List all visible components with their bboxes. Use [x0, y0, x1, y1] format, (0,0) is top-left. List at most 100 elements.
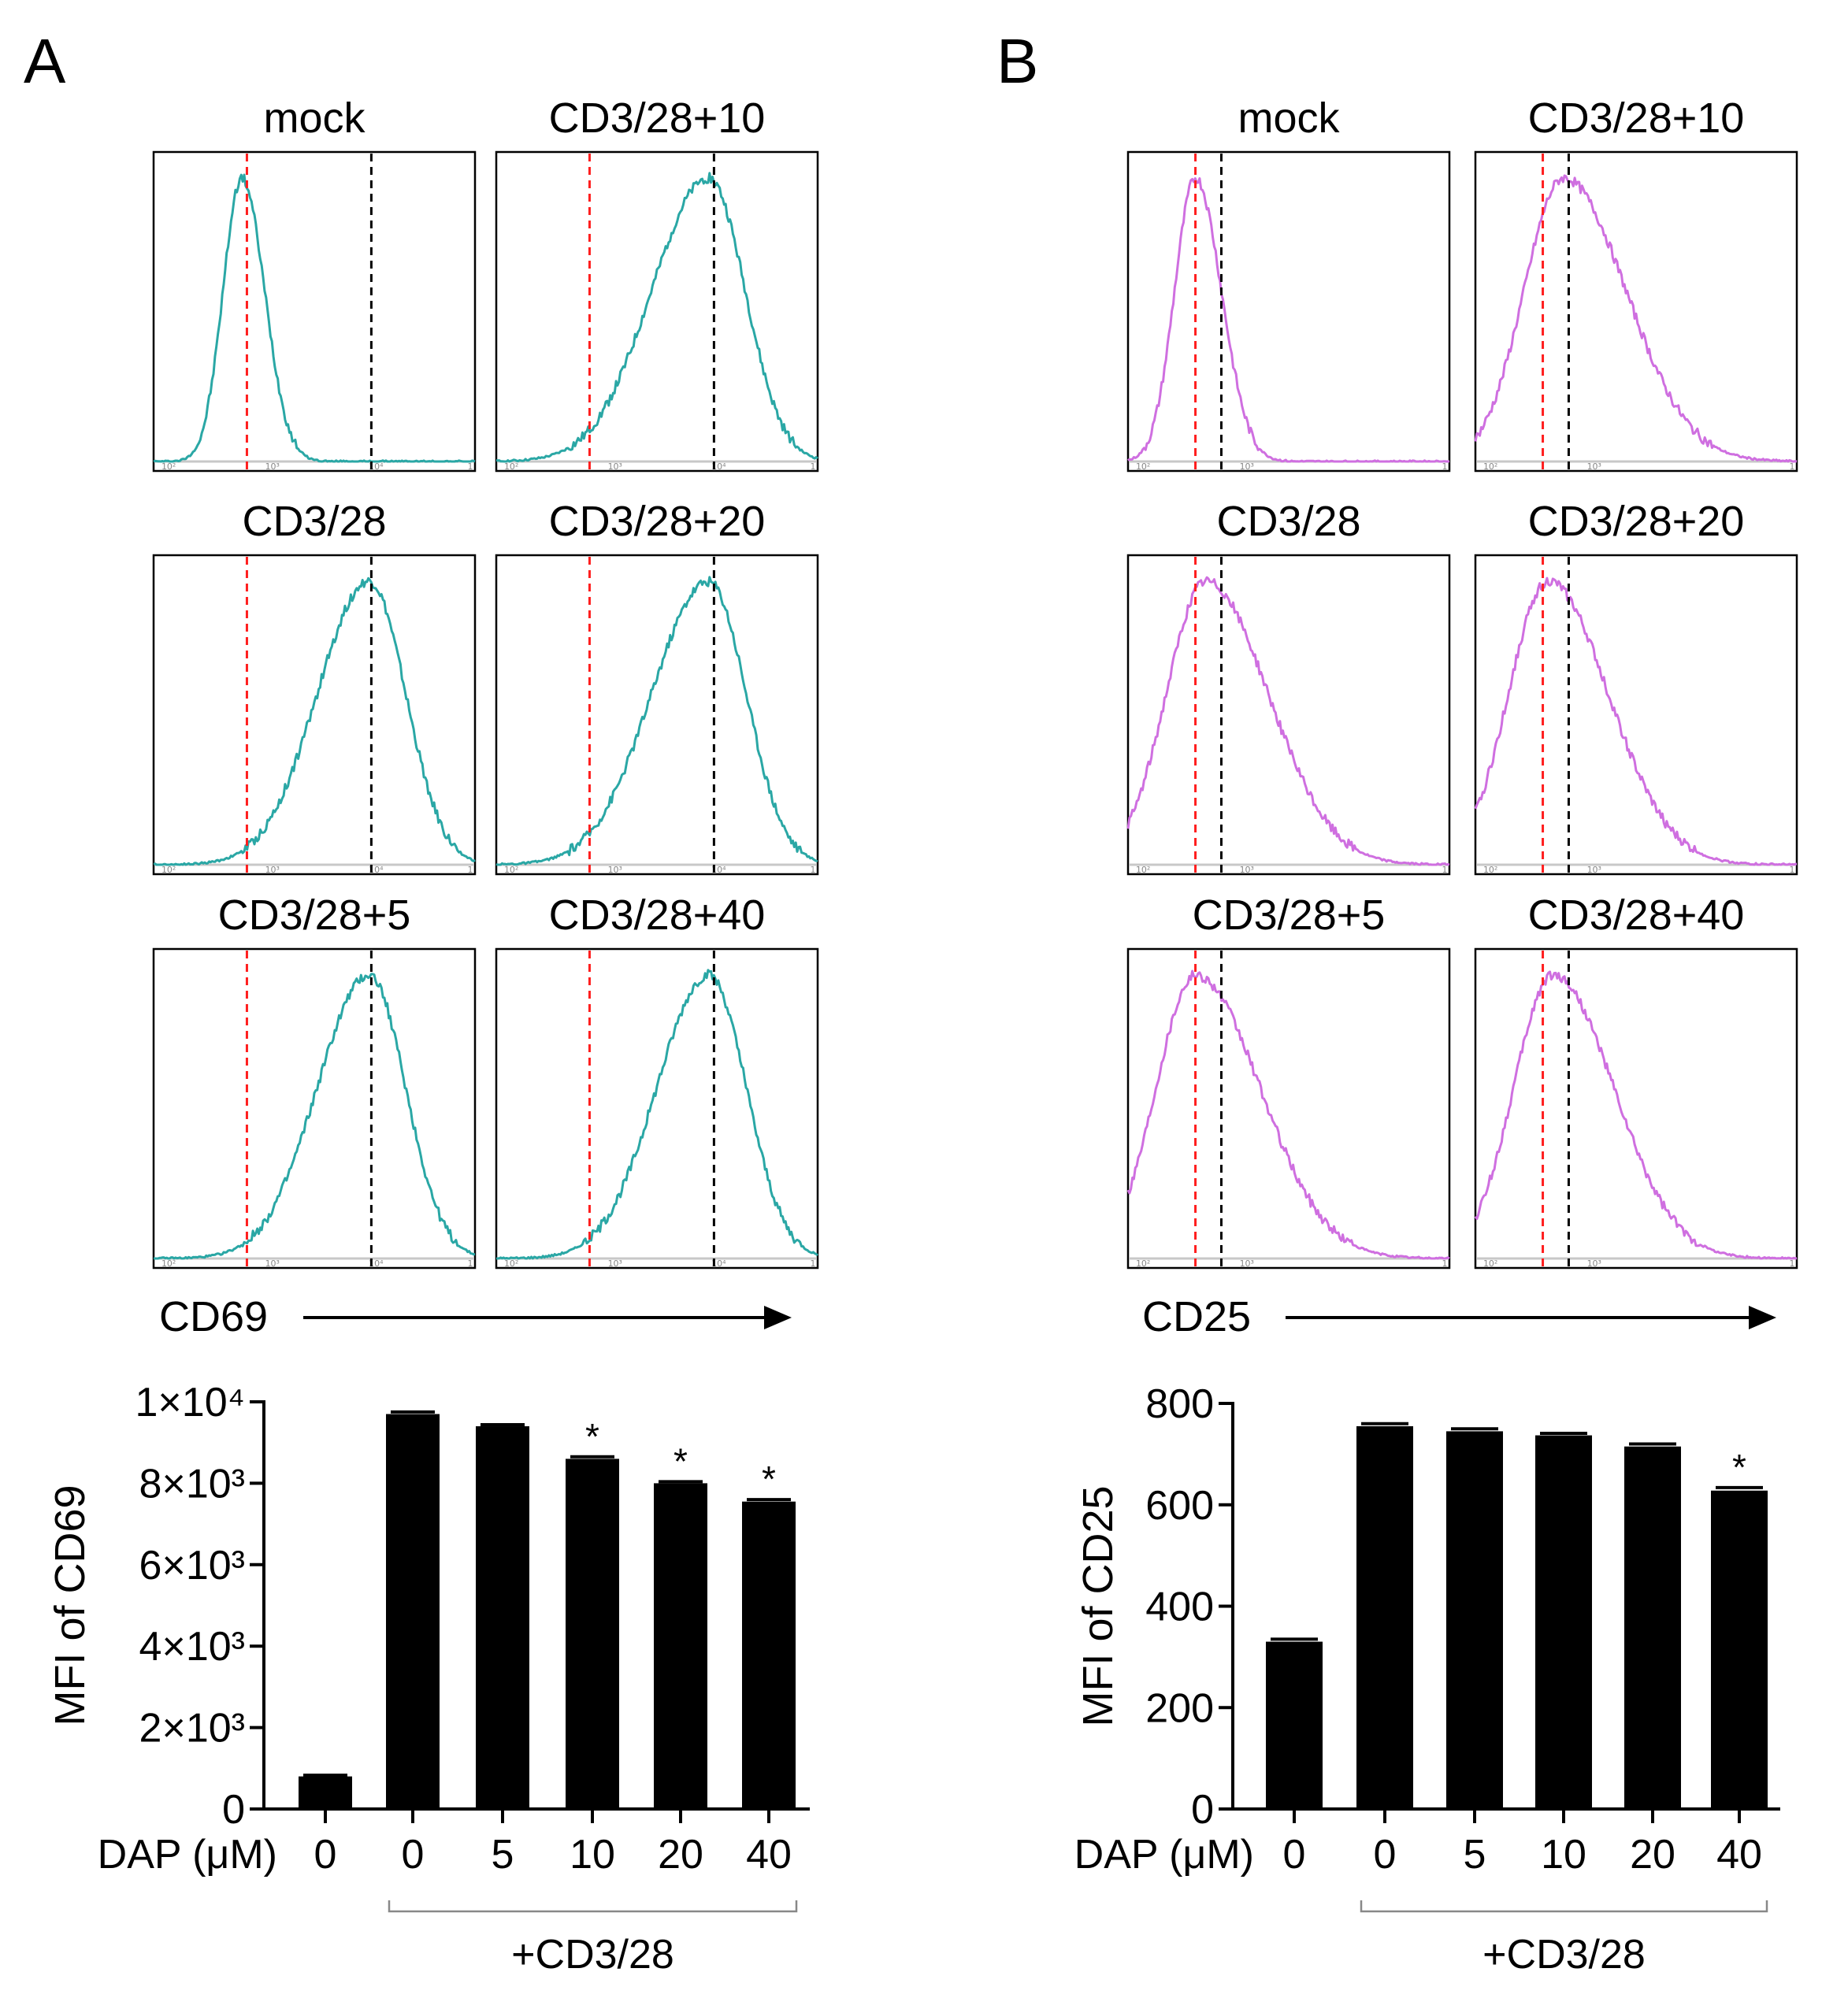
histogram-frame: [495, 947, 819, 1270]
x-tick-label: 10: [1541, 1832, 1586, 1878]
x-axis-label: DAP (μM): [1074, 1832, 1254, 1878]
x-tick-label: 20: [1630, 1832, 1675, 1878]
y-tick-label: 600: [1145, 1483, 1214, 1529]
histogram-frame: [495, 150, 819, 473]
y-tick-label: 0: [222, 1787, 245, 1833]
bar: [1356, 1425, 1413, 1809]
histogram-curve: [495, 576, 818, 866]
histogram-title: CD3/28: [242, 498, 386, 545]
histogram-tick-label: 10²: [504, 865, 518, 875]
bar: [299, 1776, 352, 1809]
histogram-tick-label: 1: [1442, 462, 1448, 472]
x-tick-label: 20: [658, 1832, 703, 1878]
y-tick-label: 6×10³: [139, 1543, 245, 1588]
histogram-tick-label: 10³: [608, 865, 622, 875]
x-tick-label: 0: [314, 1832, 337, 1878]
histogram-title: CD3/28+5: [218, 892, 411, 939]
histogram-curve: [1474, 174, 1798, 463]
significance-star: *: [762, 1459, 776, 1499]
histogram-curve: [1474, 970, 1798, 1260]
x-tick-label: 0: [1283, 1832, 1306, 1878]
histogram-tick-label: 10⁴: [369, 462, 384, 472]
histogram-frame: [1474, 947, 1798, 1270]
histogram-tick-label: 10²: [1483, 462, 1497, 472]
histogram-tick-label: 1: [468, 462, 473, 472]
bar: [1266, 1641, 1323, 1809]
bar: [1624, 1446, 1681, 1809]
group-label: +CD3/28: [511, 1932, 674, 1978]
histogram-tick-label: 10²: [1136, 1258, 1150, 1269]
histogram-curve: [153, 973, 476, 1260]
significance-star: *: [1732, 1447, 1746, 1488]
histogram-tick-label: 1: [468, 1258, 473, 1269]
histogram-frame: [1474, 554, 1798, 876]
bar: [1446, 1431, 1503, 1809]
bar: [1711, 1490, 1768, 1809]
y-tick-label: 800: [1145, 1381, 1214, 1427]
histogram-tick-label: 10²: [161, 1258, 176, 1269]
histogram-curve: [495, 172, 818, 463]
histogram-tick-label: 10³: [608, 462, 622, 472]
histogram-tick-label: 10³: [608, 1258, 622, 1269]
x-tick-label: 10: [570, 1832, 615, 1878]
group-label: +CD3/28: [1482, 1932, 1646, 1978]
histogram-title: CD3/28+40: [1528, 892, 1745, 939]
histogram-tick-label: 10³: [1240, 462, 1254, 472]
histogram-title: CD3/28+10: [1528, 95, 1745, 142]
histogram-frame: [152, 554, 477, 876]
y-tick-label: 8×10³: [139, 1461, 245, 1507]
histogram-tick-label: 10²: [1136, 865, 1150, 875]
y-tick-label: 1×10⁴: [135, 1380, 245, 1425]
histogram-tick-label: 10²: [161, 462, 176, 472]
histogram-curve: [1474, 576, 1798, 866]
panel-b-label: B: [996, 26, 1038, 96]
histogram-tick-label: 10³: [1587, 462, 1601, 472]
histogram-tick-label: 1: [811, 1258, 816, 1269]
histogram-tick-label: 10²: [1483, 1258, 1497, 1269]
histogram-tick-label: 1: [811, 462, 816, 472]
cd69-arrow-head: [764, 1306, 792, 1329]
histogram-tick-label: 1: [1790, 865, 1795, 875]
histogram-tick-label: 1: [811, 865, 816, 875]
histogram-curve: [153, 576, 476, 866]
cd25-axis-label: CD25: [1142, 1293, 1251, 1340]
histogram-title: mock: [1238, 95, 1340, 142]
histogram-tick-label: 10³: [1587, 865, 1601, 875]
histogram-tick-label: 10³: [265, 1258, 280, 1269]
histogram-frame: [152, 150, 477, 473]
cd25-arrow-head: [1749, 1306, 1776, 1329]
x-tick-label: 40: [1716, 1832, 1762, 1878]
histogram-curve: [1127, 177, 1450, 463]
bar: [1535, 1435, 1592, 1809]
histogram-tick-label: 1: [468, 865, 473, 875]
histogram-tick-label: 10²: [504, 462, 518, 472]
x-tick-label: 0: [1374, 1832, 1397, 1878]
histogram-tick-label: 10³: [265, 462, 280, 472]
y-tick-label: 2×10³: [139, 1706, 245, 1751]
histogram-title: CD3/28: [1216, 498, 1360, 545]
histogram-title: CD3/28+40: [549, 892, 766, 939]
bar: [742, 1501, 796, 1809]
cd69-axis-label: CD69: [159, 1293, 268, 1340]
histogram-tick-label: 1: [1790, 462, 1795, 472]
histogram-tick-label: 10⁴: [711, 1258, 726, 1269]
histogram-tick-label: 10²: [1483, 865, 1497, 875]
histogram-title: CD3/28+20: [549, 498, 766, 545]
x-tick-label: 0: [402, 1832, 425, 1878]
group-bracket: [388, 1900, 798, 1913]
histogram-curve: [1126, 576, 1450, 866]
x-axis-label: DAP (μM): [98, 1832, 277, 1878]
histogram-tick-label: 1: [1442, 865, 1448, 875]
bar: [386, 1414, 440, 1809]
histogram-title: CD3/28+10: [549, 95, 766, 142]
y-tick-label: 4×10³: [139, 1624, 245, 1670]
bar-chart-cd25: 0 200 400 600 800 MFI of CD25 0 0 5 10 20 40 * DAP (μ…: [1074, 1381, 1780, 1978]
histogram-tick-label: 10²: [161, 865, 176, 875]
histogram-tick-label: 1: [1442, 1258, 1448, 1269]
group-bracket: [1360, 1900, 1768, 1913]
histogram-title: CD3/28+5: [1193, 892, 1386, 939]
histogram-title: mock: [263, 95, 366, 142]
histogram-tick-label: 10⁴: [711, 462, 726, 472]
histogram-frame: [1126, 554, 1451, 876]
